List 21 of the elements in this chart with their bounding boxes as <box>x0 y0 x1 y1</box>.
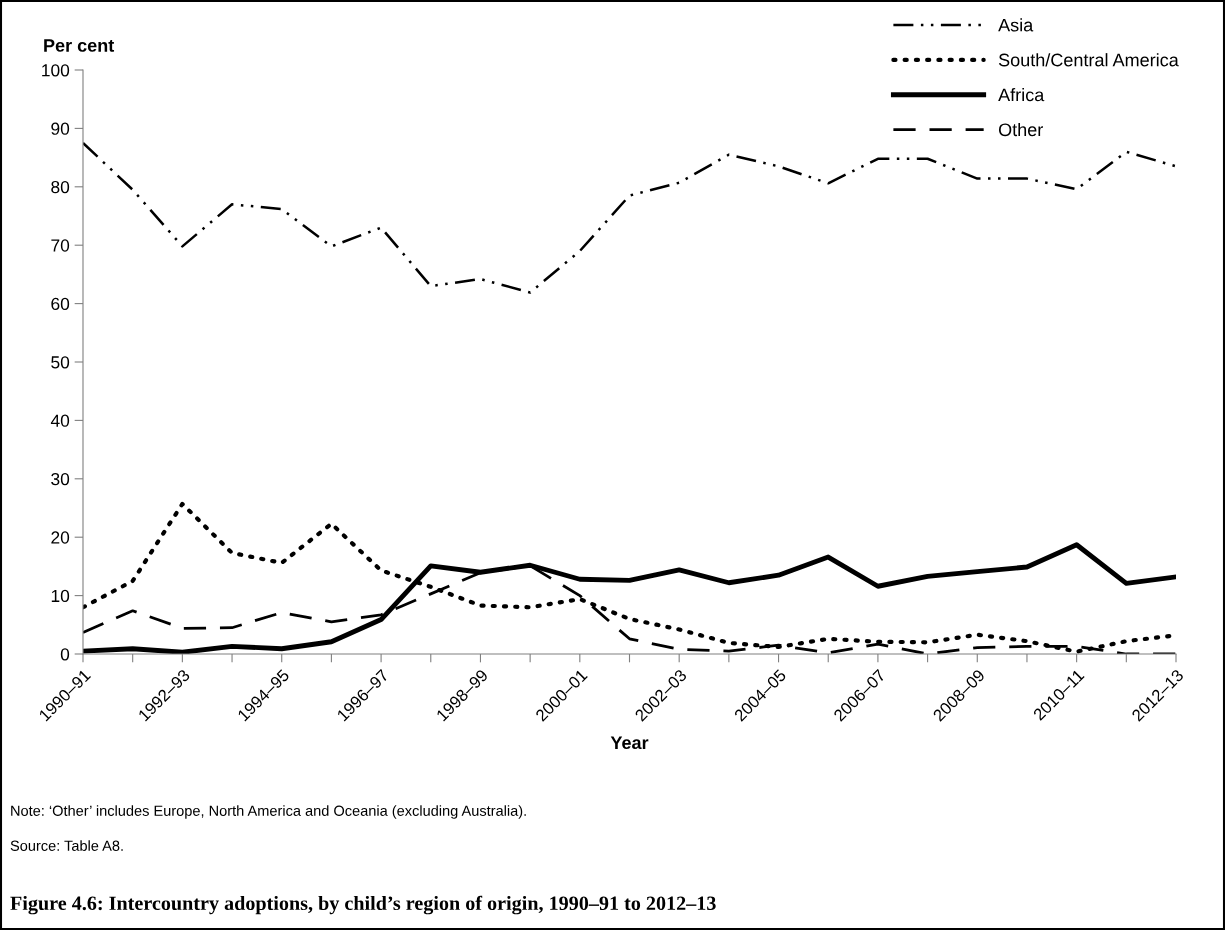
y-tick-label: 30 <box>51 472 70 486</box>
y-tick-label: 60 <box>51 297 70 311</box>
legend-label: Africa <box>998 88 1045 102</box>
legend-label: South/Central America <box>998 53 1179 67</box>
y-tick-label: 80 <box>51 180 70 194</box>
y-tick-label: 0 <box>60 648 70 661</box>
y-tick-label: 40 <box>50 414 70 427</box>
y-tick-label: 20 <box>51 531 70 544</box>
y-tick-label: 50 <box>51 356 70 369</box>
y-tick-label: 70 <box>51 239 70 252</box>
legend-label: Asia <box>998 18 1034 32</box>
y-tick-label: 100 <box>42 64 70 77</box>
y-axis-title: Per cent <box>44 39 115 52</box>
y-tick-label: 90 <box>51 122 70 135</box>
text: Figure 4.6: Intercountry adoptions, by child’s region of origin, 1990–91 to 2012–13 <box>10 895 716 915</box>
text: Note: ‘Other’ includes Europe, North America and Oceania (excluding Australia). <box>11 805 526 819</box>
y-tick-label: 10 <box>51 589 70 603</box>
source-note: Source: Table A8. <box>10 840 123 851</box>
x-axis-title: Year <box>610 736 649 750</box>
legend-label: Other <box>998 122 1043 137</box>
line-series <box>83 141 1176 294</box>
